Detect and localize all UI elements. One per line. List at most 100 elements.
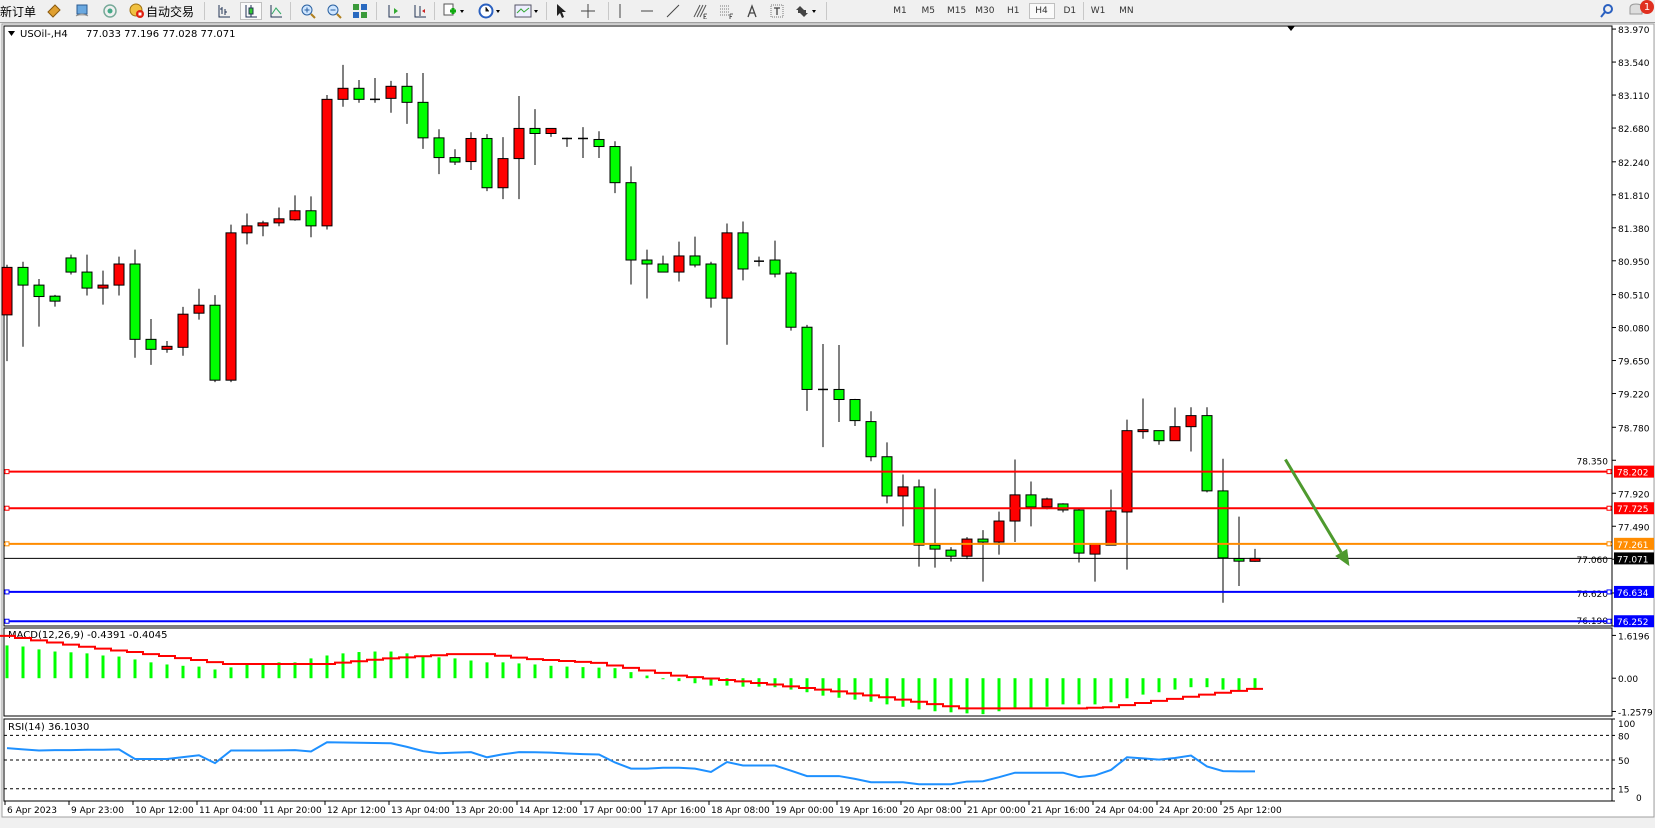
price-tick-label: 77.490	[1618, 523, 1650, 533]
time-tick-label: 13 Apr 04:00	[391, 806, 450, 816]
macd-histogram-bar	[341, 653, 345, 679]
macd-histogram-bar	[981, 678, 985, 715]
candle-body	[737, 232, 749, 270]
macd-histogram-bar	[1237, 678, 1241, 691]
candle	[337, 64, 349, 107]
candle-body	[337, 87, 349, 100]
autoscroll-button[interactable]	[410, 2, 430, 20]
candle	[657, 255, 669, 273]
candle-body	[49, 295, 61, 302]
zoom-in-button[interactable]	[298, 2, 318, 20]
price-tick-label: 83.110	[1618, 92, 1650, 102]
candle-body	[97, 284, 109, 289]
text-label-button[interactable]	[768, 2, 786, 20]
market-watch-button[interactable]	[72, 2, 92, 20]
macd-histogram-bar	[21, 646, 25, 679]
chart-shift-icon	[386, 3, 402, 19]
timeframe-mn[interactable]: MN	[1119, 6, 1134, 16]
candle-body	[977, 538, 989, 543]
price-tick-label: 82.240	[1618, 159, 1650, 169]
candle	[801, 324, 813, 411]
chart-canvas[interactable]: USOil-,H4 77.033 77.196 77.028 77.071 MA…	[0, 23, 1655, 824]
periods-button[interactable]	[476, 2, 504, 20]
price-tick-label: 83.540	[1618, 59, 1650, 69]
trendline-button[interactable]	[664, 2, 682, 20]
timeframe-m30[interactable]: M30	[975, 6, 995, 16]
price-label-box	[1614, 537, 1654, 550]
macd-histogram-bar	[485, 662, 489, 679]
crosshair-button[interactable]	[578, 2, 598, 20]
timeframe-w1[interactable]: W1	[1090, 6, 1106, 16]
vertical-line-button[interactable]	[612, 2, 628, 20]
macd-histogram-bar	[1093, 678, 1097, 705]
candle	[305, 196, 317, 238]
macd-histogram-bar	[597, 667, 601, 679]
macd-histogram-bar	[149, 662, 153, 679]
candle-body	[385, 85, 397, 99]
rsi-tick-label: 0	[1636, 794, 1642, 804]
candle-body	[113, 263, 125, 286]
candle	[1025, 481, 1037, 527]
new-order-button[interactable]: 新订单	[0, 2, 36, 20]
fibonacci-fan-button[interactable]	[716, 2, 736, 20]
candle	[562, 137, 572, 147]
candle	[433, 129, 445, 175]
signals-button[interactable]	[100, 2, 120, 20]
candle	[1153, 430, 1165, 445]
candle-body	[1105, 510, 1117, 546]
time-tick-label: 9 Apr 23:00	[71, 806, 124, 816]
candle-body	[17, 266, 29, 286]
timeframe-m5[interactable]: M5	[921, 6, 936, 16]
macd-histogram-bar	[741, 678, 745, 687]
macd-label: MACD(12,26,9) -0.4391 -0.4045	[8, 630, 168, 641]
arrows-button[interactable]	[792, 2, 820, 20]
chart-window[interactable]: USOil-,H4 77.033 77.196 77.028 77.071 MA…	[0, 23, 1655, 824]
macd-histogram-bar	[725, 678, 729, 686]
line-handle-right	[1606, 469, 1612, 475]
timeframe-h1[interactable]: H1	[1006, 6, 1020, 16]
chart-shift-button[interactable]	[384, 2, 404, 20]
macd-histogram-bar	[277, 662, 281, 679]
candle-body	[417, 101, 429, 139]
chart-ohlc: 77.033 77.196 77.028 77.071	[86, 29, 236, 40]
candlestick-button[interactable]	[240, 2, 262, 20]
cursor-button[interactable]	[552, 2, 570, 20]
macd-histogram-bar	[261, 664, 265, 679]
candle-body	[705, 263, 717, 299]
price-label-box	[1614, 585, 1654, 598]
chart-header-collapse-icon[interactable]	[8, 31, 15, 36]
macd-histogram-bar	[1221, 678, 1225, 690]
horizontal-line-button[interactable]	[638, 2, 656, 20]
bar-chart-button[interactable]	[214, 2, 234, 20]
profiles-button[interactable]	[44, 2, 64, 20]
candle-body	[881, 456, 893, 497]
candle	[417, 72, 429, 149]
auto-trading-button[interactable]: 自动交易	[128, 2, 194, 20]
macd-histogram-bar	[213, 669, 217, 679]
text-button[interactable]	[744, 2, 760, 20]
timeframe-m1[interactable]: M1	[893, 6, 907, 16]
zoom-out-button[interactable]	[324, 2, 344, 20]
candle-body	[833, 388, 845, 401]
candle	[1137, 398, 1149, 439]
price-label-box	[1614, 552, 1654, 565]
candle-body	[81, 271, 93, 289]
candle-body	[33, 284, 45, 298]
search-button[interactable]	[1598, 2, 1616, 20]
candle	[945, 547, 957, 562]
timeframe-m15[interactable]: M15	[946, 6, 967, 16]
indicators-button[interactable]	[440, 2, 468, 20]
fibonacci-expansion-button[interactable]	[690, 2, 710, 20]
macd-histogram-bar	[421, 655, 425, 679]
line-handle-left	[4, 589, 10, 595]
timeframe-h4[interactable]: H4	[1028, 3, 1055, 19]
timeframe-d1[interactable]: D1	[1063, 6, 1077, 16]
line-chart-button[interactable]	[266, 2, 286, 20]
toolbar: 新订单 自动交易 M1 M5 M15 M30 H1 H4 D1 W1 MN 1	[0, 0, 1655, 23]
candle-body	[225, 232, 237, 381]
templates-button[interactable]	[512, 2, 542, 20]
candle	[193, 288, 205, 320]
price-label: 77.071	[1617, 555, 1649, 565]
new-order-label: 新订单	[0, 4, 37, 19]
tile-windows-button[interactable]	[350, 2, 370, 20]
